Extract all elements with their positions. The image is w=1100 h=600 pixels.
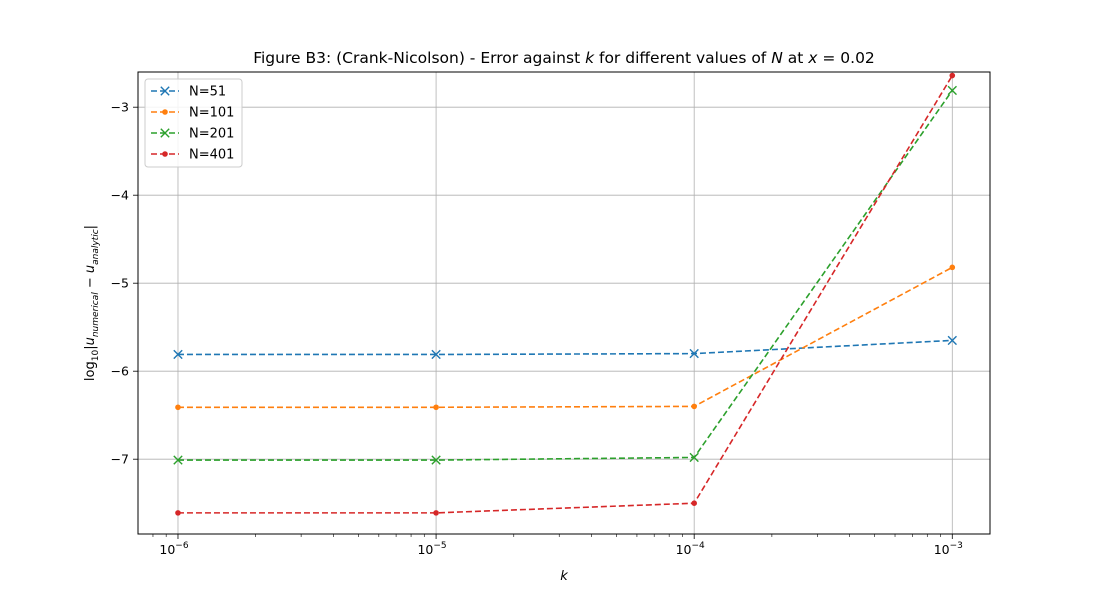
- legend-label: N=51: [189, 85, 226, 100]
- legend-entry: N=101: [151, 106, 234, 121]
- y-tick-label: −7: [111, 452, 129, 467]
- x-tick-label: 10−3: [934, 541, 963, 557]
- series-line: [177, 339, 953, 356]
- legend-entry: N=401: [151, 148, 234, 163]
- series-line: [177, 90, 953, 461]
- y-axis-ticks: −3 −4 −5 −6 −7: [111, 100, 138, 467]
- data-point: [947, 85, 957, 96]
- y-tick-label: −4: [111, 188, 129, 203]
- legend-marker: [160, 128, 170, 138]
- series-n-101: [175, 264, 956, 411]
- data-point: [431, 455, 441, 465]
- data-point: [433, 510, 439, 516]
- y-tick-label: −5: [111, 276, 129, 291]
- x-tick-label: 10−5: [417, 541, 446, 557]
- series-line: [177, 266, 953, 409]
- data-point: [173, 349, 183, 360]
- data-point: [949, 72, 956, 79]
- data-point: [173, 455, 183, 465]
- data-point: [689, 348, 699, 359]
- x-axis-label: k: [560, 569, 568, 584]
- legend-marker: [162, 109, 168, 115]
- legend: N=51 N=101 N=201 N=401: [144, 78, 243, 168]
- data-point: [689, 452, 699, 463]
- legend-label: N=101: [189, 106, 234, 121]
- series-n-201: [173, 85, 957, 465]
- legend-marker: [160, 86, 170, 96]
- plot-frame: [137, 71, 991, 535]
- series-n-51: [173, 335, 957, 360]
- legend-entry: N=201: [151, 127, 234, 142]
- legend-box: [144, 78, 243, 168]
- legend-label: N=401: [189, 148, 234, 163]
- legend-marker: [162, 151, 168, 157]
- y-tick-label: −6: [111, 364, 129, 379]
- series-line: [177, 75, 953, 514]
- data-point: [431, 349, 441, 360]
- x-axis-ticks: 10−6 10−5 10−4 10−3: [152, 534, 963, 557]
- data-point: [175, 404, 181, 411]
- data-point: [949, 264, 956, 271]
- chart-title: Figure B3: (Crank-Nicolson) - Error agai…: [253, 49, 875, 67]
- data-point: [433, 404, 439, 411]
- y-tick-label: −3: [111, 100, 129, 115]
- grid: [138, 72, 990, 534]
- data-point: [175, 510, 181, 516]
- series-n-401: [175, 72, 956, 516]
- data-point: [691, 403, 697, 410]
- x-tick-label: 10−4: [676, 541, 705, 557]
- y-axis-label: log10|unumerical − uanalytic|: [83, 225, 101, 381]
- data-point: [947, 335, 957, 346]
- x-tick-label: 10−6: [159, 541, 188, 557]
- legend-label: N=201: [189, 127, 234, 142]
- legend-entry: N=51: [151, 85, 226, 100]
- series-layer: [173, 72, 957, 516]
- data-point: [691, 500, 697, 507]
